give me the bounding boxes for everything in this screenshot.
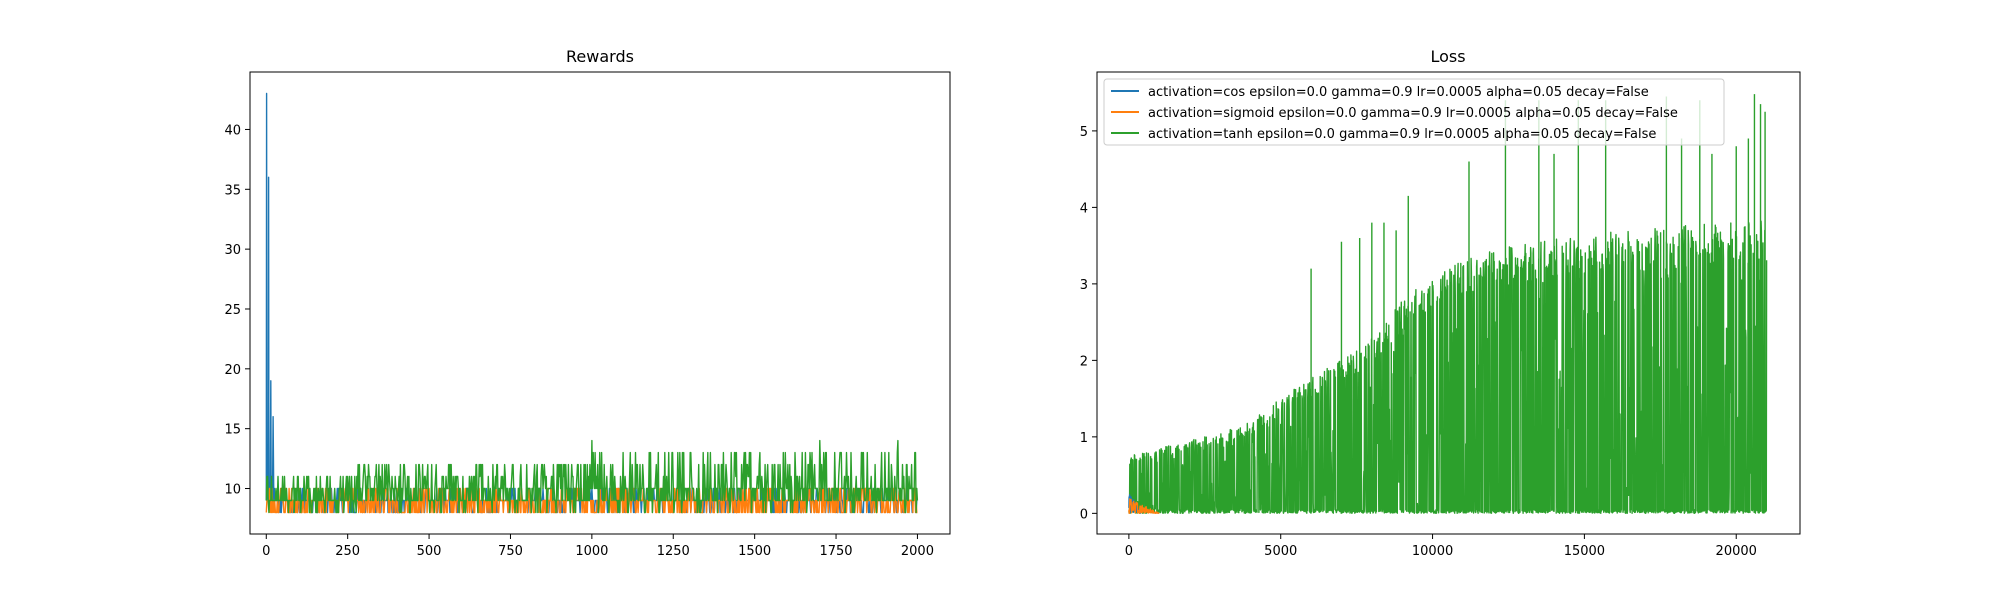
loss-y-tick-label: 2	[1080, 354, 1088, 369]
rewards-series-tanh	[265, 439, 919, 514]
rewards-axis-layer: 0 250 500 750 1000 1250 1500 1750 2000 10 15 20 25 30…	[224, 123, 934, 559]
rewards-x-tick-label: 500	[417, 544, 442, 559]
loss-x-tick-label: 5000	[1264, 544, 1297, 559]
rewards-x-tick-label: 1500	[738, 544, 771, 559]
loss-series-tanh	[1128, 220, 1768, 514]
loss-x-tick-label: 10000	[1412, 544, 1453, 559]
loss-x-tick-label: 20000	[1716, 544, 1757, 559]
rewards-series-layer	[265, 92, 919, 514]
legend-box	[1103, 78, 1725, 146]
legend-label-tanh: activation=tanh epsilon=0.0 gamma=0.9 lr…	[1148, 127, 1656, 142]
loss-plot-frame	[1096, 71, 1801, 535]
loss-y-tick-label: 1	[1080, 431, 1088, 446]
rewards-chart: Rewards 0 250 500 750 1000 1250 1500 1750 2000 10…	[224, 47, 951, 559]
rewards-y-tick-label: 20	[224, 363, 241, 378]
rewards-x-tick-label: 1250	[657, 544, 690, 559]
loss-series-layer	[1128, 94, 1768, 514]
rewards-x-tick-label: 1750	[819, 544, 852, 559]
legend: activation=cos epsilon=0.0 gamma=0.9 lr=…	[1103, 78, 1725, 146]
rewards-series-sigmoid	[265, 487, 918, 514]
rewards-chart-title: Rewards	[566, 47, 634, 66]
rewards-y-tick-label: 35	[224, 183, 241, 198]
rewards-y-tick-label: 30	[224, 243, 241, 258]
rewards-x-tick-label: 2000	[901, 544, 934, 559]
rewards-y-tick-label: 15	[224, 423, 241, 438]
loss-axis-layer: 0 5000 10000 15000 20000 0 1 2 3 4 5	[1080, 125, 1757, 559]
rewards-x-tick-label: 250	[335, 544, 360, 559]
loss-y-tick-label: 5	[1080, 125, 1088, 140]
legend-label-sigmoid: activation=sigmoid epsilon=0.0 gamma=0.9…	[1148, 106, 1678, 121]
rewards-x-tick-label: 0	[262, 544, 270, 559]
loss-y-tick-label: 4	[1080, 201, 1088, 216]
rewards-plot-frame	[249, 71, 951, 535]
rewards-y-tick-label: 25	[224, 303, 241, 318]
loss-chart-title: Loss	[1430, 47, 1465, 66]
loss-x-tick-label: 0	[1125, 544, 1133, 559]
loss-series-sigmoid	[1128, 498, 1160, 514]
rewards-x-tick-label: 750	[498, 544, 523, 559]
loss-y-tick-label: 0	[1080, 507, 1088, 522]
rewards-x-tick-label: 1000	[575, 544, 608, 559]
loss-y-tick-label: 3	[1080, 278, 1088, 293]
rewards-y-tick-label: 10	[224, 483, 241, 498]
rewards-y-tick-label: 40	[224, 123, 241, 138]
loss-x-tick-label: 15000	[1564, 544, 1605, 559]
legend-label-cos: activation=cos epsilon=0.0 gamma=0.9 lr=…	[1148, 85, 1649, 100]
loss-chart: Loss 0 5000 10000 15000 20000 0 1 2 3 4 5 activati…	[1080, 47, 1801, 559]
